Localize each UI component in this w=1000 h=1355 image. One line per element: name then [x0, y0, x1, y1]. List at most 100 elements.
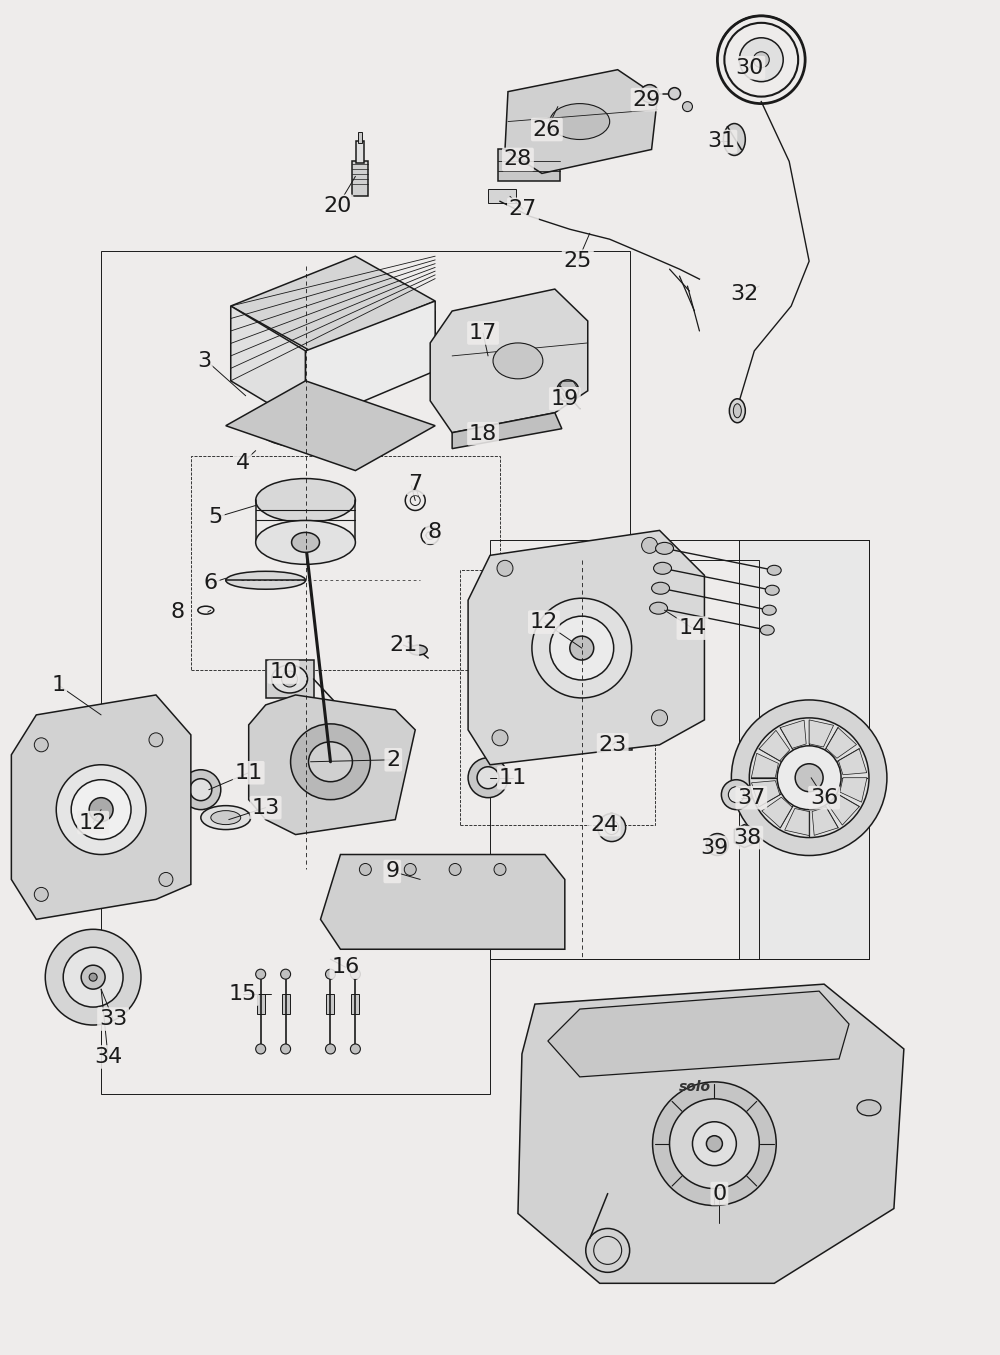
Ellipse shape	[256, 520, 355, 564]
Ellipse shape	[641, 84, 659, 103]
Ellipse shape	[723, 123, 745, 156]
Text: 17: 17	[469, 322, 497, 343]
Polygon shape	[430, 289, 588, 432]
Text: 27: 27	[509, 199, 537, 220]
Ellipse shape	[268, 409, 343, 442]
Text: 7: 7	[408, 473, 422, 493]
Polygon shape	[752, 780, 780, 806]
Ellipse shape	[550, 103, 610, 140]
Polygon shape	[734, 825, 757, 847]
Ellipse shape	[89, 973, 97, 981]
Ellipse shape	[762, 606, 776, 615]
Polygon shape	[231, 256, 435, 351]
Ellipse shape	[226, 572, 306, 589]
Ellipse shape	[81, 965, 105, 989]
Ellipse shape	[256, 404, 355, 447]
Polygon shape	[11, 695, 191, 919]
Text: 1: 1	[51, 675, 65, 695]
Polygon shape	[226, 381, 435, 470]
Text: 31: 31	[707, 131, 736, 152]
Bar	[231, 331, 246, 356]
Ellipse shape	[712, 840, 722, 850]
Text: 14: 14	[678, 618, 707, 638]
Text: 25: 25	[564, 251, 592, 271]
Ellipse shape	[570, 635, 594, 660]
Text: 12: 12	[530, 612, 558, 633]
Ellipse shape	[795, 764, 823, 791]
Text: 19: 19	[551, 389, 579, 409]
Ellipse shape	[309, 741, 352, 782]
Ellipse shape	[201, 806, 251, 829]
Ellipse shape	[598, 813, 626, 841]
Bar	[739, 541, 869, 959]
Circle shape	[642, 538, 658, 553]
Bar	[326, 995, 334, 1014]
Ellipse shape	[350, 969, 360, 980]
Polygon shape	[320, 855, 565, 950]
Polygon shape	[505, 69, 658, 173]
Text: 32: 32	[730, 285, 758, 304]
Text: 26: 26	[533, 119, 561, 140]
Text: 11: 11	[499, 768, 527, 787]
Text: 6: 6	[204, 573, 218, 593]
Ellipse shape	[211, 810, 241, 825]
Ellipse shape	[557, 379, 579, 402]
Ellipse shape	[350, 1043, 360, 1054]
Circle shape	[652, 710, 668, 726]
Text: 5: 5	[209, 507, 223, 527]
Circle shape	[753, 51, 769, 68]
Ellipse shape	[767, 565, 781, 576]
Polygon shape	[759, 730, 790, 760]
Circle shape	[494, 863, 506, 875]
Ellipse shape	[653, 1081, 776, 1206]
Ellipse shape	[749, 718, 869, 837]
Ellipse shape	[654, 562, 672, 575]
Ellipse shape	[181, 770, 221, 810]
Bar	[266, 660, 314, 698]
Text: 8: 8	[171, 602, 185, 622]
Polygon shape	[306, 301, 435, 425]
Text: 9: 9	[385, 862, 399, 882]
Polygon shape	[548, 991, 849, 1077]
Bar	[488, 190, 516, 203]
Circle shape	[159, 873, 173, 886]
Ellipse shape	[760, 625, 774, 635]
Ellipse shape	[272, 665, 308, 692]
Circle shape	[492, 730, 508, 745]
Text: 34: 34	[94, 1047, 122, 1066]
Text: 3: 3	[197, 351, 211, 371]
Ellipse shape	[348, 722, 372, 738]
Ellipse shape	[282, 671, 298, 687]
Polygon shape	[829, 794, 859, 825]
Ellipse shape	[777, 745, 841, 810]
Ellipse shape	[721, 779, 751, 810]
Bar	[460, 570, 655, 825]
Ellipse shape	[292, 533, 320, 553]
Text: 24: 24	[591, 814, 619, 835]
Ellipse shape	[650, 602, 668, 614]
Ellipse shape	[550, 617, 614, 680]
Ellipse shape	[605, 821, 619, 835]
Circle shape	[34, 888, 48, 901]
Circle shape	[497, 561, 513, 576]
Ellipse shape	[291, 724, 370, 799]
Ellipse shape	[670, 1099, 759, 1188]
Circle shape	[404, 863, 416, 875]
Ellipse shape	[468, 757, 508, 798]
Circle shape	[739, 38, 783, 81]
Bar	[351, 995, 359, 1014]
Ellipse shape	[652, 583, 670, 595]
Ellipse shape	[63, 947, 123, 1007]
Ellipse shape	[281, 969, 291, 980]
Ellipse shape	[45, 930, 141, 1024]
Polygon shape	[518, 984, 904, 1283]
Polygon shape	[826, 728, 857, 759]
Polygon shape	[812, 808, 838, 835]
Text: 10: 10	[269, 663, 298, 682]
Text: 29: 29	[632, 89, 661, 110]
Text: 16: 16	[331, 957, 360, 977]
Text: 30: 30	[735, 58, 763, 77]
Text: 33: 33	[99, 1009, 127, 1028]
Polygon shape	[751, 753, 778, 778]
Polygon shape	[249, 695, 415, 835]
